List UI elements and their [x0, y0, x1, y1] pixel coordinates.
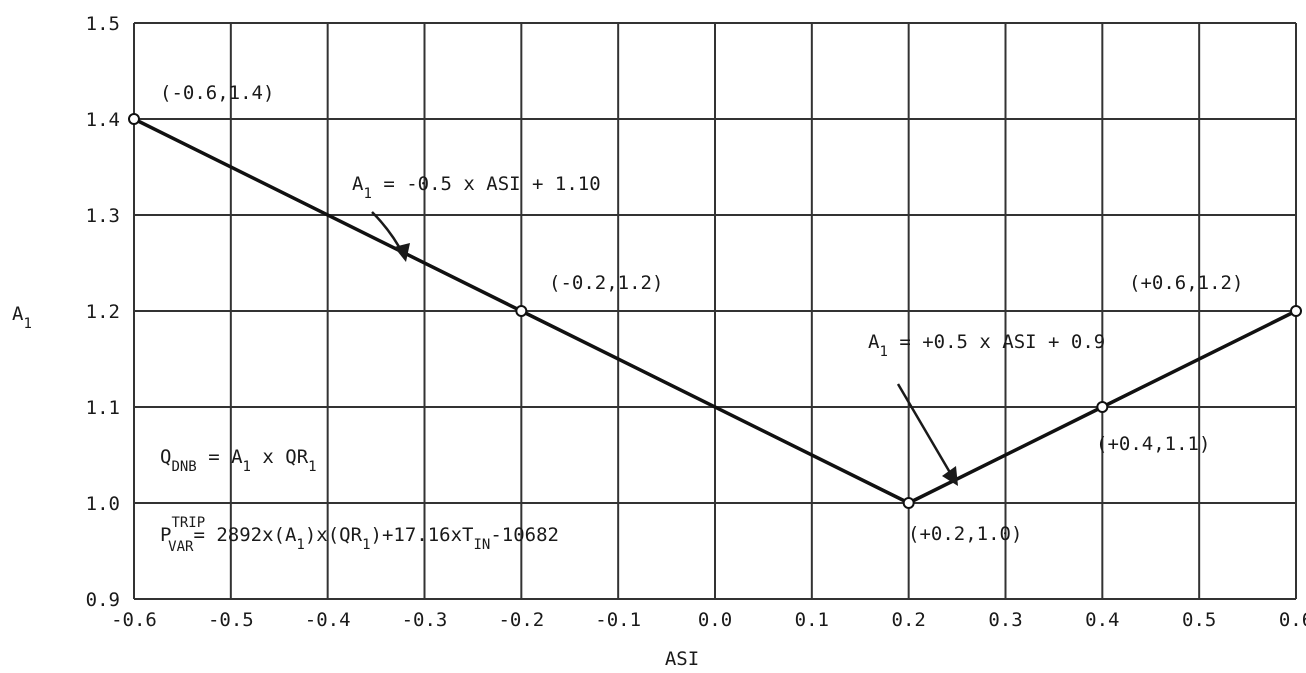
x-tick-label: 0.6 — [1279, 609, 1306, 631]
point-label: (-0.6,1.4) — [160, 82, 274, 104]
qdnb-equation: QDNB = A1 x QR1 — [160, 446, 317, 475]
point-label: (+0.4,1.1) — [1096, 433, 1210, 455]
x-tick-label: 0.5 — [1182, 609, 1216, 631]
right-line-equation: A1 = +0.5 x ASI + 0.9 — [868, 331, 1105, 360]
x-tick-label: -0.6 — [111, 609, 157, 631]
left-equation-arrow — [371, 211, 410, 262]
data-point — [902, 497, 915, 509]
x-axis-label: ASI — [665, 648, 699, 670]
tick-labels: -0.6 -0.5 -0.4 -0.3 -0.2 -0.1 0.0 0.1 0.2 0.3 0.4 0… — [86, 13, 1306, 631]
left-line-equation: A1 = -0.5 x ASI + 1.10 — [352, 173, 601, 202]
x-tick-label: 0.4 — [1085, 609, 1119, 631]
x-tick-label: -0.3 — [402, 609, 448, 631]
y-axis-label: A1 — [12, 303, 32, 332]
y-tick-label: 1.3 — [86, 205, 120, 227]
point-label: (+0.2,1.0) — [908, 523, 1022, 545]
y-tick-label: 1.5 — [86, 13, 120, 35]
y-tick-label: 1.0 — [86, 493, 120, 515]
data-point — [1096, 401, 1109, 413]
x-tick-label: -0.1 — [595, 609, 641, 631]
right-equation-arrow — [896, 383, 958, 486]
y-tick-label: 0.9 — [86, 589, 120, 611]
y-tick-label: 1.4 — [86, 109, 120, 131]
data-point — [128, 113, 140, 125]
ptrip-equation: PTRIP VAR= 2892x(A1)x(QR1)+17.16xTIN-1068… — [160, 515, 559, 555]
data-point — [1290, 305, 1302, 317]
y-tick-label: 1.2 — [86, 301, 120, 323]
x-tick-label: -0.2 — [498, 609, 544, 631]
y-tick-label: 1.1 — [86, 397, 120, 419]
x-tick-label: 0.3 — [988, 609, 1022, 631]
x-tick-label: -0.4 — [305, 609, 351, 631]
data-points — [128, 113, 1302, 509]
x-tick-label: 0.2 — [892, 609, 926, 631]
point-label: (+0.6,1.2) — [1129, 272, 1243, 294]
grid — [133, 22, 1297, 600]
x-tick-label: 0.1 — [795, 609, 829, 631]
data-point — [515, 305, 528, 317]
x-tick-label: -0.5 — [208, 609, 254, 631]
point-label: (-0.2,1.2) — [549, 272, 663, 294]
x-tick-label: 0.0 — [698, 609, 732, 631]
